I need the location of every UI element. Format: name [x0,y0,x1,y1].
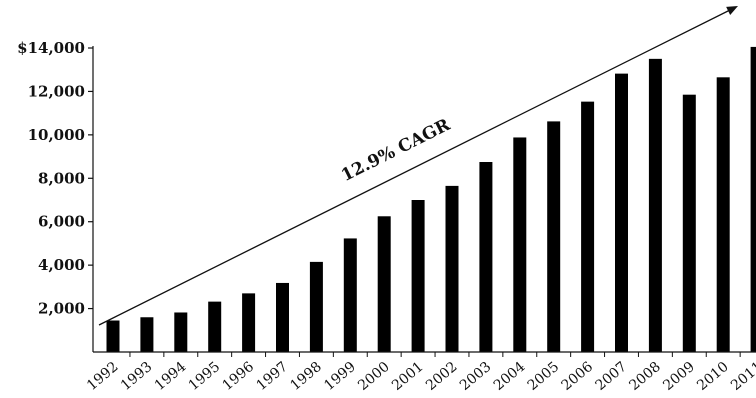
bar-1995 [208,301,222,352]
x-tick-label: 2011 [728,359,756,394]
y-tick-label: 2,000 [38,300,85,318]
bar-2004 [513,137,527,352]
x-tick-label: 1998 [287,359,325,394]
arrow-head-icon [726,6,738,15]
x-tick-label: 2004 [491,359,529,394]
x-tick-label: 1993 [118,359,156,394]
bar-1998 [309,261,323,352]
x-tick-label: 2006 [559,359,597,394]
bar-2006 [581,101,595,353]
bars [106,46,756,353]
y-axis: 2,000 4,000 6,000 8,000 10,000 12,000 $14,000 [17,39,94,352]
bar-2000 [377,216,391,352]
cagr-annotation: 12.9% CAGR [338,115,454,186]
x-axis: 1992199319941995199619971998199920002001… [84,351,756,394]
bar-2010 [716,77,730,353]
x-tick-label: 2010 [694,359,732,394]
y-tick-label: 12,000 [28,82,85,100]
y-tick-label: 10,000 [28,126,85,144]
bar-1997 [276,282,289,352]
bar-1999 [343,238,357,352]
x-tick-label: 2002 [423,359,461,394]
y-tick-label: 8,000 [38,169,85,187]
bar-2002 [445,185,459,352]
bar-2008 [648,58,662,352]
x-tick-label: 2008 [626,359,664,394]
x-tick-label: 2009 [660,359,698,394]
bar-2011 [750,46,756,353]
bar-1993 [140,317,154,352]
bar-2001 [411,200,425,352]
bar-1996 [242,293,256,352]
bar-1992 [106,320,120,352]
bar-2003 [479,162,493,352]
y-tick-label: $14,000 [17,39,85,57]
y-tick-label: 6,000 [38,213,85,231]
x-tick-label: 1994 [152,359,190,394]
x-tick-label: 1999 [321,359,359,394]
x-tick-label: 1996 [220,359,258,394]
bar-2007 [615,73,628,352]
x-tick-label: 1997 [253,359,291,394]
x-tick-label: 2003 [457,359,495,394]
x-tick-label: 2005 [525,359,563,394]
x-tick-label: 2000 [355,359,393,394]
x-tick-label: 1995 [186,359,224,394]
bar-2005 [547,121,561,352]
trend-line [98,8,733,326]
bar-2009 [682,94,696,352]
x-tick-label: 2007 [592,359,630,394]
y-tick-label: 4,000 [38,256,85,274]
bar-1994 [174,312,188,352]
x-tick-label: 2001 [389,359,427,394]
x-tick-label: 1992 [84,359,122,394]
